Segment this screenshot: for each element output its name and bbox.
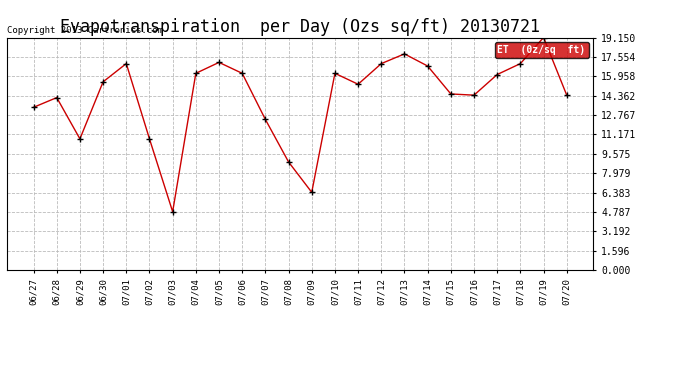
Legend: ET  (0z/sq  ft): ET (0z/sq ft) [495, 42, 589, 58]
Text: Copyright 2013 Cartronics.com: Copyright 2013 Cartronics.com [7, 26, 163, 35]
Title: Evapotranspiration  per Day (Ozs sq/ft) 20130721: Evapotranspiration per Day (Ozs sq/ft) 2… [60, 18, 540, 36]
